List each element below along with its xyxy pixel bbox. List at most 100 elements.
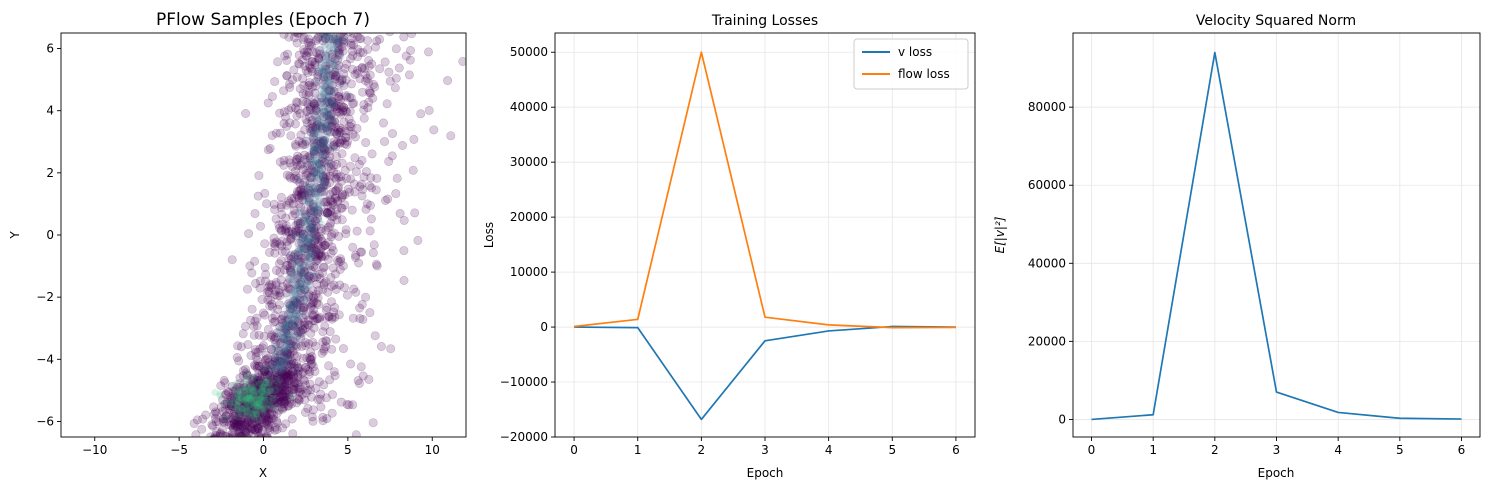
scatter-point: [346, 93, 356, 103]
scatter-point: [275, 392, 285, 402]
scatter-point: [312, 117, 322, 127]
scatter-point: [336, 135, 346, 145]
scatter-point: [293, 251, 303, 261]
x-tick-label: 3: [1273, 443, 1281, 457]
scatter-point: [321, 172, 331, 182]
scatter-point: [201, 410, 211, 420]
scatter-point: [298, 313, 308, 323]
scatter-point: [298, 269, 308, 279]
scatter-point: [323, 255, 333, 265]
scatter-point: [308, 362, 318, 372]
scatter-point: [357, 247, 367, 257]
scatter-point: [334, 48, 344, 58]
scatter-point: [261, 433, 271, 437]
scatter-point: [297, 273, 305, 282]
scatter-point: [293, 254, 303, 264]
scatter-point: [304, 241, 313, 250]
scatter-point: [269, 399, 279, 409]
scatter-point: [301, 65, 311, 75]
scatter-point: [241, 368, 251, 378]
scatter-point: [224, 388, 234, 398]
scatter-point: [299, 285, 309, 295]
scatter-point: [280, 382, 290, 392]
scatter-point: [301, 388, 311, 398]
chart-title: Training Losses: [711, 13, 818, 29]
scatter-point: [318, 63, 326, 72]
scatter-point: [287, 356, 297, 366]
scatter-point: [339, 102, 349, 112]
scatter-point: [301, 90, 311, 100]
scatter-point: [313, 299, 323, 309]
scatter-point: [293, 105, 303, 115]
scatter-point: [266, 402, 276, 412]
scatter-point: [300, 61, 310, 71]
scatter-point: [330, 144, 339, 153]
scatter-point: [298, 303, 308, 313]
scatter-point: [353, 376, 363, 386]
scatter-point: [296, 159, 306, 169]
scatter-point: [192, 415, 202, 425]
scatter-point: [307, 161, 317, 171]
scatter-point: [391, 189, 401, 199]
scatter-point: [292, 72, 302, 82]
scatter-point: [301, 210, 311, 220]
scatter-point: [280, 246, 290, 256]
scatter-point: [285, 251, 295, 261]
scatter-point: [413, 235, 423, 245]
scatter-point: [355, 47, 365, 57]
scatter-point: [318, 412, 328, 422]
scatter-point: [300, 189, 309, 197]
scatter-point: [250, 256, 260, 266]
scatter-point: [317, 138, 327, 148]
scatter-point: [270, 332, 280, 342]
scatter-point: [294, 366, 304, 376]
scatter-point: [337, 53, 345, 61]
scatter-point: [298, 367, 308, 377]
scatter-point: [264, 286, 274, 296]
scatter-point: [270, 400, 280, 410]
scatter-point: [256, 376, 266, 386]
scatter-point: [325, 98, 335, 108]
scatter-point: [293, 369, 303, 379]
scatter-point: [307, 41, 317, 51]
scatter-point: [264, 403, 274, 413]
scatter-point: [333, 43, 343, 53]
scatter-point: [355, 303, 365, 313]
scatter-point: [268, 414, 278, 424]
scatter-point: [269, 331, 279, 341]
scatter-point: [317, 242, 327, 252]
scatter-point: [261, 382, 271, 392]
scatter-point: [335, 264, 345, 274]
scatter-point: [218, 425, 228, 435]
scatter-point: [266, 282, 276, 292]
x-tick-label: 0: [570, 443, 578, 457]
scatter-point: [249, 383, 259, 393]
scatter-point: [270, 248, 280, 258]
scatter-point: [289, 315, 297, 324]
scatter-point: [308, 405, 318, 415]
scatter-point: [315, 312, 325, 322]
scatter-point: [260, 366, 270, 376]
scatter-point: [275, 157, 285, 167]
scatter-point: [244, 395, 254, 405]
scatter-point: [304, 217, 313, 226]
scatter-point: [301, 362, 311, 372]
scatter-point: [295, 228, 305, 238]
x-axis-label: X: [259, 466, 267, 480]
scatter-point: [303, 47, 313, 57]
scatter-point: [252, 421, 262, 431]
scatter-point: [341, 133, 351, 143]
scatter-point: [243, 400, 253, 410]
scatter-point: [273, 291, 283, 301]
scatter-point: [296, 303, 306, 313]
scatter-point: [351, 253, 361, 263]
scatter-point: [222, 416, 232, 426]
scatter-point: [333, 195, 343, 205]
scatter-point: [299, 261, 309, 271]
scatter-point: [372, 36, 382, 46]
scatter-point: [292, 161, 302, 171]
scatter-point: [258, 391, 268, 401]
scatter-point: [267, 344, 277, 354]
scatter-point: [254, 406, 264, 416]
scatter-point: [317, 123, 327, 133]
